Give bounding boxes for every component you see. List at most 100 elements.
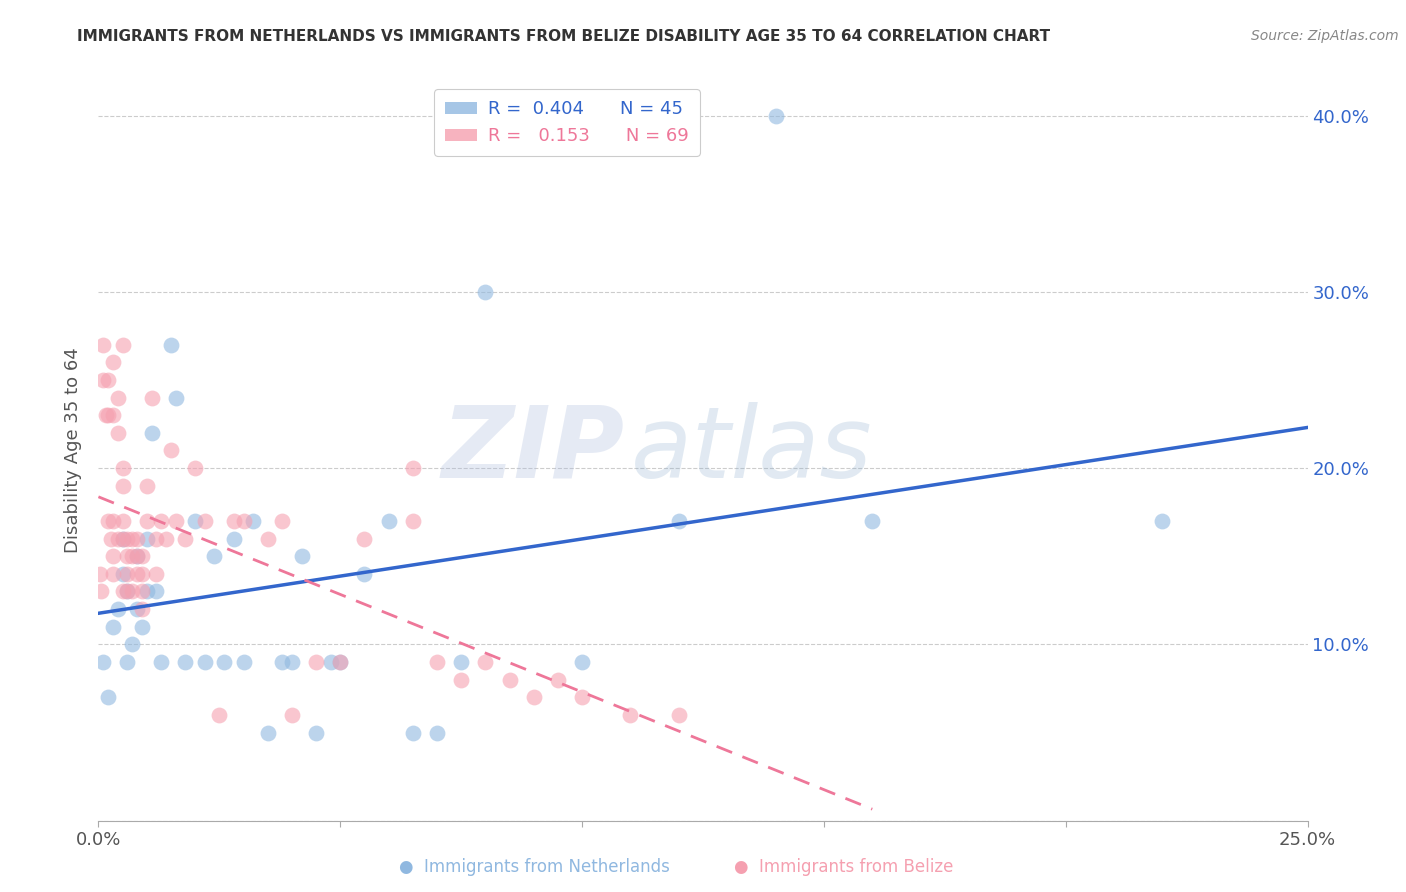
Point bbox=[208, 707, 231, 722]
Point bbox=[145, 584, 167, 599]
Point bbox=[353, 566, 375, 581]
Point bbox=[97, 514, 120, 528]
Point bbox=[174, 655, 197, 669]
Text: Source: ZipAtlas.com: Source: ZipAtlas.com bbox=[1251, 29, 1399, 44]
Point bbox=[89, 566, 111, 581]
Point bbox=[141, 425, 163, 440]
Point bbox=[150, 514, 173, 528]
Point bbox=[450, 655, 472, 669]
Text: atlas: atlas bbox=[630, 402, 872, 499]
Text: IMMIGRANTS FROM NETHERLANDS VS IMMIGRANTS FROM BELIZE DISABILITY AGE 35 TO 64 CO: IMMIGRANTS FROM NETHERLANDS VS IMMIGRANT… bbox=[77, 29, 1050, 45]
Point bbox=[141, 391, 163, 405]
Point bbox=[101, 355, 124, 369]
Point bbox=[668, 707, 690, 722]
Point bbox=[402, 514, 425, 528]
Point bbox=[329, 655, 352, 669]
Point bbox=[101, 566, 124, 581]
Point bbox=[474, 655, 496, 669]
Text: ZIP: ZIP bbox=[441, 402, 624, 499]
Point bbox=[204, 549, 226, 564]
Point bbox=[145, 532, 167, 546]
Point bbox=[305, 725, 328, 739]
Point bbox=[101, 620, 124, 634]
Point bbox=[91, 373, 114, 387]
Text: ●  Immigrants from Netherlands: ● Immigrants from Netherlands bbox=[399, 858, 669, 876]
Point bbox=[111, 532, 134, 546]
Point bbox=[121, 532, 143, 546]
Point bbox=[212, 655, 235, 669]
Point bbox=[107, 391, 129, 405]
Point bbox=[281, 707, 304, 722]
Point bbox=[127, 549, 149, 564]
Point bbox=[174, 532, 197, 546]
Point bbox=[547, 673, 569, 687]
Point bbox=[165, 514, 187, 528]
Point bbox=[242, 514, 264, 528]
Point bbox=[117, 655, 139, 669]
Point bbox=[127, 566, 149, 581]
Point bbox=[111, 566, 134, 581]
Point bbox=[117, 566, 139, 581]
Point bbox=[571, 655, 593, 669]
Point bbox=[111, 461, 134, 475]
Point bbox=[619, 707, 641, 722]
Point bbox=[305, 655, 328, 669]
Point bbox=[271, 655, 294, 669]
Point bbox=[184, 514, 207, 528]
Point bbox=[97, 408, 120, 422]
Point bbox=[426, 725, 449, 739]
Point bbox=[765, 109, 787, 123]
Point bbox=[194, 514, 217, 528]
Point bbox=[101, 408, 124, 422]
Legend: R =  0.404  N = 45, R =   0.153  N = 69: R = 0.404 N = 45, R = 0.153 N = 69 bbox=[434, 89, 700, 156]
Point bbox=[402, 461, 425, 475]
Point bbox=[256, 532, 278, 546]
Point bbox=[91, 655, 114, 669]
Point bbox=[111, 532, 134, 546]
Point bbox=[155, 532, 177, 546]
Point bbox=[135, 584, 157, 599]
Point bbox=[668, 514, 690, 528]
Point bbox=[127, 549, 149, 564]
Point bbox=[117, 584, 139, 599]
Point bbox=[117, 549, 139, 564]
Point bbox=[145, 566, 167, 581]
Point bbox=[281, 655, 304, 669]
Point bbox=[450, 673, 472, 687]
Point bbox=[131, 584, 153, 599]
Point bbox=[165, 391, 187, 405]
Point bbox=[111, 337, 134, 351]
Point bbox=[232, 655, 254, 669]
Point bbox=[222, 514, 245, 528]
Text: ●  Immigrants from Belize: ● Immigrants from Belize bbox=[734, 858, 953, 876]
Point bbox=[121, 584, 143, 599]
Point bbox=[131, 620, 153, 634]
Point bbox=[131, 602, 153, 616]
Point bbox=[319, 655, 342, 669]
Point bbox=[94, 408, 117, 422]
Point bbox=[329, 655, 352, 669]
Point bbox=[271, 514, 294, 528]
Point bbox=[107, 425, 129, 440]
Point bbox=[131, 549, 153, 564]
Point bbox=[426, 655, 449, 669]
Point bbox=[121, 549, 143, 564]
Point bbox=[498, 673, 520, 687]
Point bbox=[97, 690, 120, 705]
Point bbox=[111, 584, 134, 599]
Point bbox=[100, 532, 122, 546]
Point bbox=[194, 655, 217, 669]
Point bbox=[127, 602, 149, 616]
Point bbox=[222, 532, 245, 546]
Point bbox=[290, 549, 312, 564]
Point bbox=[402, 725, 425, 739]
Point bbox=[107, 532, 129, 546]
Point bbox=[135, 479, 157, 493]
Point bbox=[121, 637, 143, 651]
Point bbox=[117, 532, 139, 546]
Point bbox=[1152, 514, 1174, 528]
Point bbox=[860, 514, 883, 528]
Point bbox=[232, 514, 254, 528]
Point bbox=[111, 479, 134, 493]
Point bbox=[127, 532, 149, 546]
